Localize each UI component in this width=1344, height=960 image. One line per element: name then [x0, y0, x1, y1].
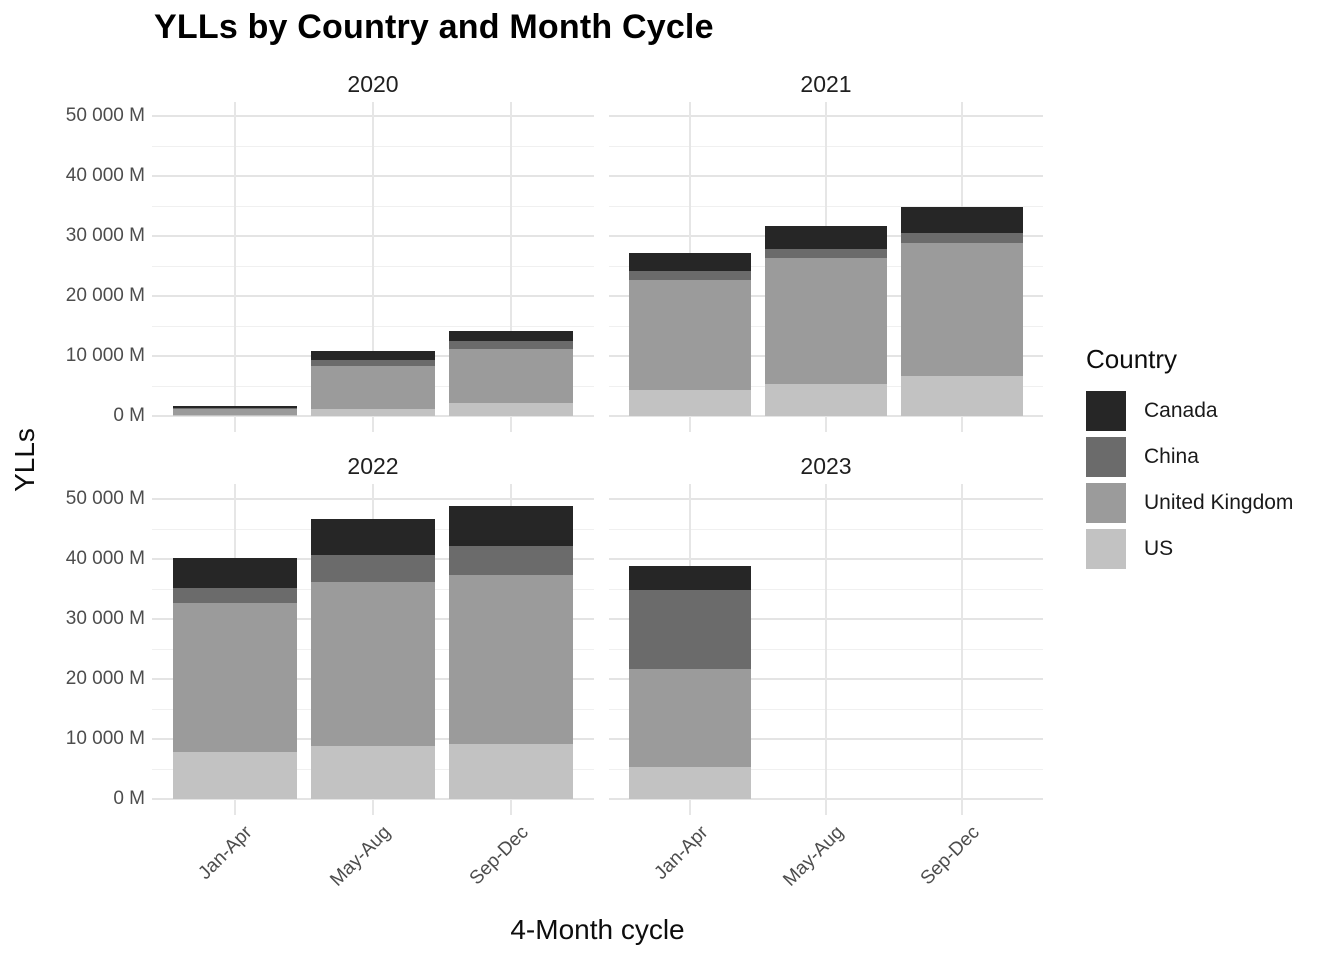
- gridline-vertical: [372, 102, 374, 432]
- legend-item-label: US: [1144, 537, 1174, 560]
- legend-title: Country: [1086, 344, 1178, 374]
- legend-item-canada: Canada: [1086, 391, 1336, 431]
- bar-segment-us: [629, 766, 752, 799]
- legend-key-canada: [1086, 391, 1126, 431]
- gridline-vertical: [233, 102, 236, 432]
- bar-segment-canada: [629, 253, 752, 272]
- bar-segment-canada: [900, 207, 1023, 233]
- bar-2022-Sep-Dec: [448, 505, 574, 799]
- bar-segment-united-kingdom: [310, 366, 436, 410]
- bar-segment-china: [764, 249, 888, 259]
- bar-segment-united-kingdom: [629, 669, 752, 767]
- bar-2021-May-Aug: [764, 226, 888, 416]
- bar-segment-china: [629, 589, 752, 670]
- bar-segment-china: [172, 408, 298, 410]
- legend-item-label: Canada: [1144, 399, 1218, 422]
- bar-2022-Jan-Apr: [172, 558, 298, 799]
- y-tick-label: 0 M: [113, 405, 145, 426]
- bar-2020-May-Aug: [310, 351, 436, 416]
- y-tick-label: 30 000 M: [65, 225, 145, 246]
- bar-segment-us: [900, 376, 1023, 416]
- legend-item-label: China: [1144, 445, 1199, 468]
- y-tick-label: 10 000 M: [65, 345, 145, 366]
- facet-panel-2021: [609, 102, 1043, 432]
- bar-segment-china: [448, 341, 574, 350]
- bar-2022-May-Aug: [310, 519, 436, 799]
- bar-segment-china: [629, 271, 752, 281]
- bar-segment-canada: [448, 331, 574, 341]
- bar-segment-canada: [310, 351, 436, 360]
- x-tick-label: Sep-Dec: [916, 822, 984, 890]
- y-axis-title: YLLs: [9, 428, 40, 492]
- bar-segment-canada: [764, 226, 888, 250]
- gridline-vertical: [960, 484, 963, 815]
- bar-segment-united-kingdom: [448, 349, 574, 404]
- legend: Country Canada China United Kingdom US: [1086, 344, 1336, 575]
- bar-segment-china: [310, 359, 436, 367]
- bar-segment-us: [764, 384, 888, 416]
- bar-segment-us: [310, 409, 436, 416]
- bar-segment-united-kingdom: [310, 582, 436, 746]
- facet-panel-2023: [609, 484, 1043, 815]
- bar-segment-united-kingdom: [172, 602, 298, 752]
- bar-segment-canada: [310, 519, 436, 556]
- legend-key-united-kingdom: [1086, 483, 1126, 523]
- y-tick-label: 20 000 M: [65, 668, 145, 689]
- bar-segment-united-kingdom: [629, 280, 752, 391]
- bar-segment-china: [900, 233, 1023, 243]
- gridline-vertical: [510, 102, 513, 432]
- bar-segment-us: [448, 743, 574, 799]
- y-tick-label: 0 M: [113, 788, 145, 809]
- bar-segment-china: [310, 555, 436, 583]
- bar-segment-united-kingdom: [172, 409, 298, 415]
- facet-panel-2022: [152, 484, 594, 815]
- bar-segment-china: [448, 545, 574, 575]
- facet-strip-2020: 2020: [347, 71, 399, 97]
- bar-segment-united-kingdom: [900, 242, 1023, 377]
- legend-item-united-kingdom: United Kingdom: [1086, 483, 1336, 523]
- y-tick-label: 50 000 M: [65, 488, 145, 509]
- facet-strip-2021: 2021: [800, 71, 852, 97]
- bar-segment-us: [310, 745, 436, 799]
- x-axis-title: 4-Month cycle: [510, 914, 685, 945]
- y-tick-label: 50 000 M: [65, 105, 145, 126]
- gridline-vertical: [825, 484, 827, 815]
- bar-2021-Jan-Apr: [629, 253, 752, 416]
- bar-segment-canada: [448, 505, 574, 546]
- y-tick-label: 10 000 M: [65, 728, 145, 749]
- bar-segment-us: [448, 403, 574, 416]
- y-tick-label: 40 000 M: [65, 548, 145, 569]
- bar-segment-china: [172, 587, 298, 603]
- bar-segment-us: [172, 414, 298, 416]
- legend-item-china: China: [1086, 437, 1336, 477]
- facet-strip-2022: 2022: [347, 453, 399, 479]
- facet-panel-2020: [152, 102, 594, 432]
- y-tick-label: 20 000 M: [65, 285, 145, 306]
- legend-key-china: [1086, 437, 1126, 477]
- bar-segment-canada: [629, 565, 752, 590]
- bar-segment-united-kingdom: [448, 574, 574, 744]
- bar-2021-Sep-Dec: [900, 207, 1023, 416]
- legend-item-us: US: [1086, 529, 1336, 569]
- bar-segment-canada: [172, 558, 298, 588]
- bar-2020-Jan-Apr: [172, 405, 298, 416]
- y-tick-label: 30 000 M: [65, 608, 145, 629]
- facet-strip-2023: 2023: [800, 453, 852, 479]
- legend-item-label: United Kingdom: [1144, 491, 1294, 514]
- bar-segment-canada: [172, 405, 298, 409]
- bar-segment-us: [172, 751, 298, 799]
- chart-title: YLLs by Country and Month Cycle: [154, 8, 714, 46]
- x-tick-wrap: Sep-Dec: [749, 822, 983, 889]
- bar-2020-Sep-Dec: [448, 331, 574, 416]
- bar-segment-us: [629, 390, 752, 416]
- legend-key-us: [1086, 529, 1126, 569]
- y-tick-label: 40 000 M: [65, 165, 145, 186]
- legend-items: Canada China United Kingdom US: [1086, 391, 1336, 569]
- bar-segment-united-kingdom: [764, 258, 888, 385]
- bar-2023-Jan-Apr: [629, 565, 752, 799]
